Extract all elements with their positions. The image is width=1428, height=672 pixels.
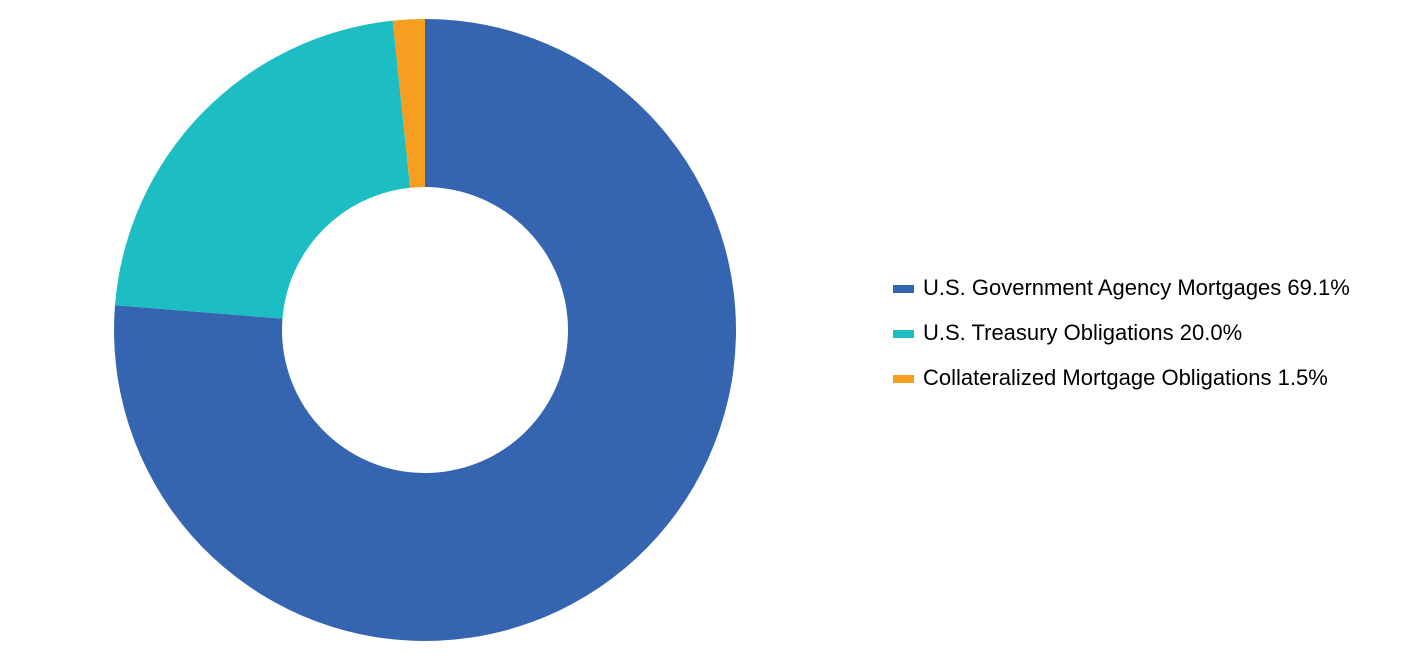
- legend-value: 1.5%: [1278, 365, 1328, 390]
- slice: [114, 20, 411, 319]
- legend-value: 69.1%: [1287, 275, 1349, 300]
- slice: [392, 19, 425, 188]
- legend-name: U.S. Government Agency Mortgages: [923, 275, 1281, 300]
- legend-label: Collateralized Mortgage Obligations 1.5%: [923, 365, 1328, 390]
- legend-entry: U.S. Treasury Obligations 20.0%: [893, 320, 1242, 345]
- legend-swatch: [893, 285, 914, 293]
- slice: [114, 19, 737, 642]
- legend-swatch: [893, 330, 914, 338]
- legend-entry: U.S. Government Agency Mortgages 69.1%: [893, 275, 1350, 300]
- legend-name: U.S. Treasury Obligations: [923, 320, 1174, 345]
- legend-name: Collateralized Mortgage Obligations: [923, 365, 1272, 390]
- legend-entry: Collateralized Mortgage Obligations 1.5%: [893, 365, 1328, 390]
- legend-label: U.S. Treasury Obligations 20.0%: [923, 320, 1242, 345]
- legend-swatch: [893, 375, 914, 383]
- legend-label: U.S. Government Agency Mortgages 69.1%: [923, 275, 1350, 300]
- legend-value: 20.0%: [1180, 320, 1242, 345]
